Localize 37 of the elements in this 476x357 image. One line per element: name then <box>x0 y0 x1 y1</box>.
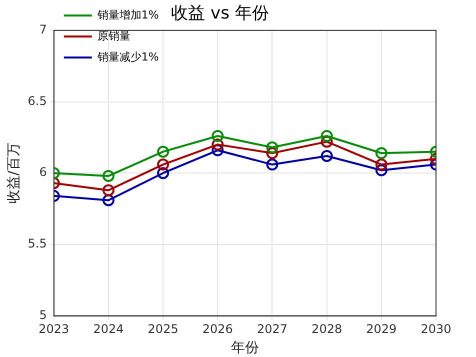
point <box>320 136 333 148</box>
point <box>320 150 333 162</box>
y-tick-label: 6 <box>39 165 47 180</box>
point <box>266 147 278 160</box>
point <box>212 138 224 151</box>
x-tick-label: 2028 <box>312 322 342 336</box>
legend-label: 销量增加1% <box>96 8 159 22</box>
x-axis-title: 年份 <box>230 340 259 356</box>
x-tick-label: 2029 <box>366 322 397 336</box>
y-tick-label: 5 <box>39 308 47 322</box>
point <box>375 164 388 176</box>
point <box>102 170 114 182</box>
y-axis-title: 收益/百万 <box>6 142 22 204</box>
y-tick-label: 6.5 <box>28 94 47 108</box>
x-tick-label: 2023 <box>38 322 70 336</box>
x-tick-label: 2030 <box>420 322 452 336</box>
y-tick-label: 5.5 <box>28 236 47 251</box>
point <box>102 194 114 206</box>
point <box>320 130 333 142</box>
point <box>266 158 278 171</box>
x-tick-label: 2024 <box>93 322 124 336</box>
x-tick-label: 2026 <box>202 322 233 336</box>
x-tick-label: 2025 <box>148 322 178 336</box>
point <box>212 130 224 142</box>
point <box>266 141 278 154</box>
point <box>157 158 170 171</box>
point <box>102 184 114 196</box>
x-tick-label: 2027 <box>256 322 288 336</box>
point <box>375 147 388 160</box>
point <box>157 167 170 180</box>
chart-title: 收益 vs 年份 <box>171 4 269 24</box>
point <box>212 144 224 156</box>
legend-label: 原销量 <box>97 29 130 42</box>
y-tick-label: 7 <box>39 22 47 37</box>
point <box>157 146 170 158</box>
legend-label: 销量减少1% <box>96 50 159 64</box>
point <box>375 158 388 171</box>
